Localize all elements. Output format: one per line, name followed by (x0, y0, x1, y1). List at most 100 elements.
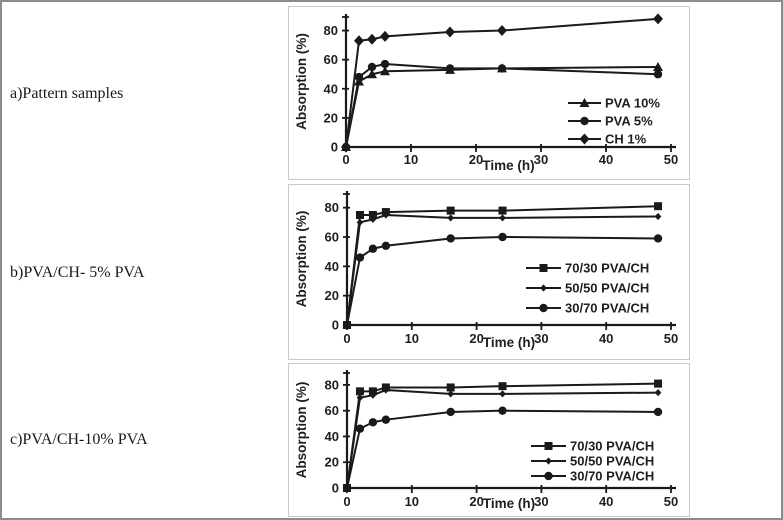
marker-circle (498, 232, 507, 242)
marker-circle (367, 62, 377, 72)
marker-square (498, 382, 507, 391)
svg-text:PVA 5%: PVA 5% (605, 114, 653, 129)
svg-text:60: 60 (325, 230, 339, 245)
svg-text:70/30 PVA/CH: 70/30 PVA/CH (570, 439, 654, 454)
marker-triangle (367, 69, 377, 79)
marker-small-diamond (545, 457, 552, 465)
marker-circle (497, 64, 507, 73)
marker-small-diamond (654, 389, 662, 397)
x-axis-title: Time (h) (483, 335, 535, 350)
marker-circle (381, 241, 391, 250)
x-axis-title: Time (h) (483, 496, 535, 511)
legend-entry-2: CH 1% (568, 132, 647, 147)
legend-entry-1: PVA 5% (568, 114, 653, 129)
chart-svg-2: 0 20 40 60 80 0 10 20 30 40 50 Absorption (%) Time (… (294, 370, 679, 511)
marker-circle (446, 234, 455, 243)
marker-circle (380, 59, 390, 69)
svg-text:80: 80 (325, 200, 339, 215)
svg-text:80: 80 (325, 377, 339, 392)
legend-entry-1: 50/50 PVA/CH (531, 454, 654, 469)
marker-diamond (497, 25, 507, 37)
legend-entry-2: 30/70 PVA/CH (531, 469, 654, 484)
marker-diamond (653, 13, 663, 25)
marker-square (654, 202, 663, 211)
svg-text:0: 0 (343, 494, 350, 509)
marker-square (355, 211, 364, 219)
svg-text:30: 30 (534, 494, 548, 509)
marker-circle (368, 418, 378, 427)
svg-text:CH 1%: CH 1% (605, 132, 647, 147)
marker-diamond (354, 35, 364, 47)
svg-text:40: 40 (599, 152, 613, 167)
svg-text:10: 10 (404, 152, 418, 167)
svg-text:60: 60 (324, 52, 338, 67)
svg-text:0: 0 (343, 331, 350, 346)
marker-triangle (653, 61, 663, 71)
svg-text:20: 20 (324, 110, 338, 125)
marker-square (654, 379, 663, 388)
svg-text:50: 50 (664, 331, 678, 346)
marker-square (498, 206, 507, 215)
svg-text:20: 20 (325, 288, 339, 303)
marker-square (368, 211, 377, 219)
svg-text:40: 40 (599, 494, 613, 509)
chart-c-pva-ch-10pct: 0 20 40 60 80 0 10 20 30 40 50 Absorption (%) Time (… (288, 363, 690, 517)
tick-labels: 0 20 40 60 80 0 10 20 30 40 50 (325, 377, 679, 509)
marker-small-diamond (356, 394, 364, 402)
marker-circle (381, 415, 391, 424)
marker-circle (445, 64, 455, 73)
svg-text:40: 40 (324, 81, 338, 96)
marker-diamond (445, 26, 455, 38)
legend-entry-2: 30/70 PVA/CH (526, 301, 649, 316)
svg-text:80: 80 (324, 23, 338, 38)
svg-text:0: 0 (331, 140, 338, 155)
legend-entry-0: 70/30 PVA/CH (526, 261, 649, 276)
marker-triangle (579, 98, 590, 107)
marker-square (368, 387, 377, 396)
marker-diamond (367, 33, 377, 45)
y-axis-title: Absorption (%) (294, 211, 309, 308)
svg-text:PVA 10%: PVA 10% (605, 96, 660, 111)
svg-text:40: 40 (325, 259, 339, 274)
svg-text:50/50 PVA/CH: 50/50 PVA/CH (570, 454, 654, 469)
y-axis-title: Absorption (%) (294, 33, 309, 130)
panel-label-c: c)PVA/CH-10% PVA (10, 431, 148, 448)
marker-small-diamond (447, 214, 454, 222)
marker-small-diamond (382, 211, 390, 219)
panel-label-b: b)PVA/CH- 5% PVA (10, 264, 145, 281)
axes (343, 370, 676, 493)
marker-small-diamond (499, 390, 506, 398)
svg-text:40: 40 (325, 429, 339, 444)
marker-small-diamond (499, 214, 506, 222)
svg-text:30: 30 (534, 152, 548, 167)
marker-triangle (380, 66, 390, 76)
marker-diamond (341, 141, 351, 153)
svg-text:20: 20 (325, 455, 339, 470)
marker-diamond (579, 133, 590, 145)
svg-text:50: 50 (664, 152, 678, 167)
panel-label-a: a)Pattern samples (10, 85, 124, 102)
tick-labels: 0 20 40 60 80 0 10 20 30 40 50 (325, 200, 679, 346)
chart-svg-1: 0 20 40 60 80 0 10 20 30 40 50 Absorption (%) Time (… (294, 191, 679, 350)
svg-text:50/50 PVA/CH: 50/50 PVA/CH (565, 281, 649, 296)
svg-text:70/30 PVA/CH: 70/30 PVA/CH (565, 261, 649, 276)
svg-text:0: 0 (332, 481, 339, 496)
marker-square (446, 206, 455, 215)
svg-text:10: 10 (405, 331, 419, 346)
legend-entry-0: PVA 10% (568, 96, 660, 111)
marker-small-diamond (654, 212, 662, 221)
svg-text:0: 0 (342, 152, 349, 167)
svg-text:30: 30 (534, 331, 548, 346)
marker-circle (355, 424, 365, 433)
y-axis-title: Absorption (%) (294, 382, 309, 479)
marker-square (544, 442, 553, 450)
marker-square (355, 387, 364, 396)
marker-circle (653, 234, 663, 243)
marker-circle (653, 70, 663, 79)
svg-text:30/70 PVA/CH: 30/70 PVA/CH (570, 469, 654, 484)
legend: 70/30 PVA/CH 50/50 PVA/CH 30/70 PVA/CH (526, 261, 649, 316)
marker-circle (653, 407, 663, 417)
svg-text:60: 60 (325, 403, 339, 418)
